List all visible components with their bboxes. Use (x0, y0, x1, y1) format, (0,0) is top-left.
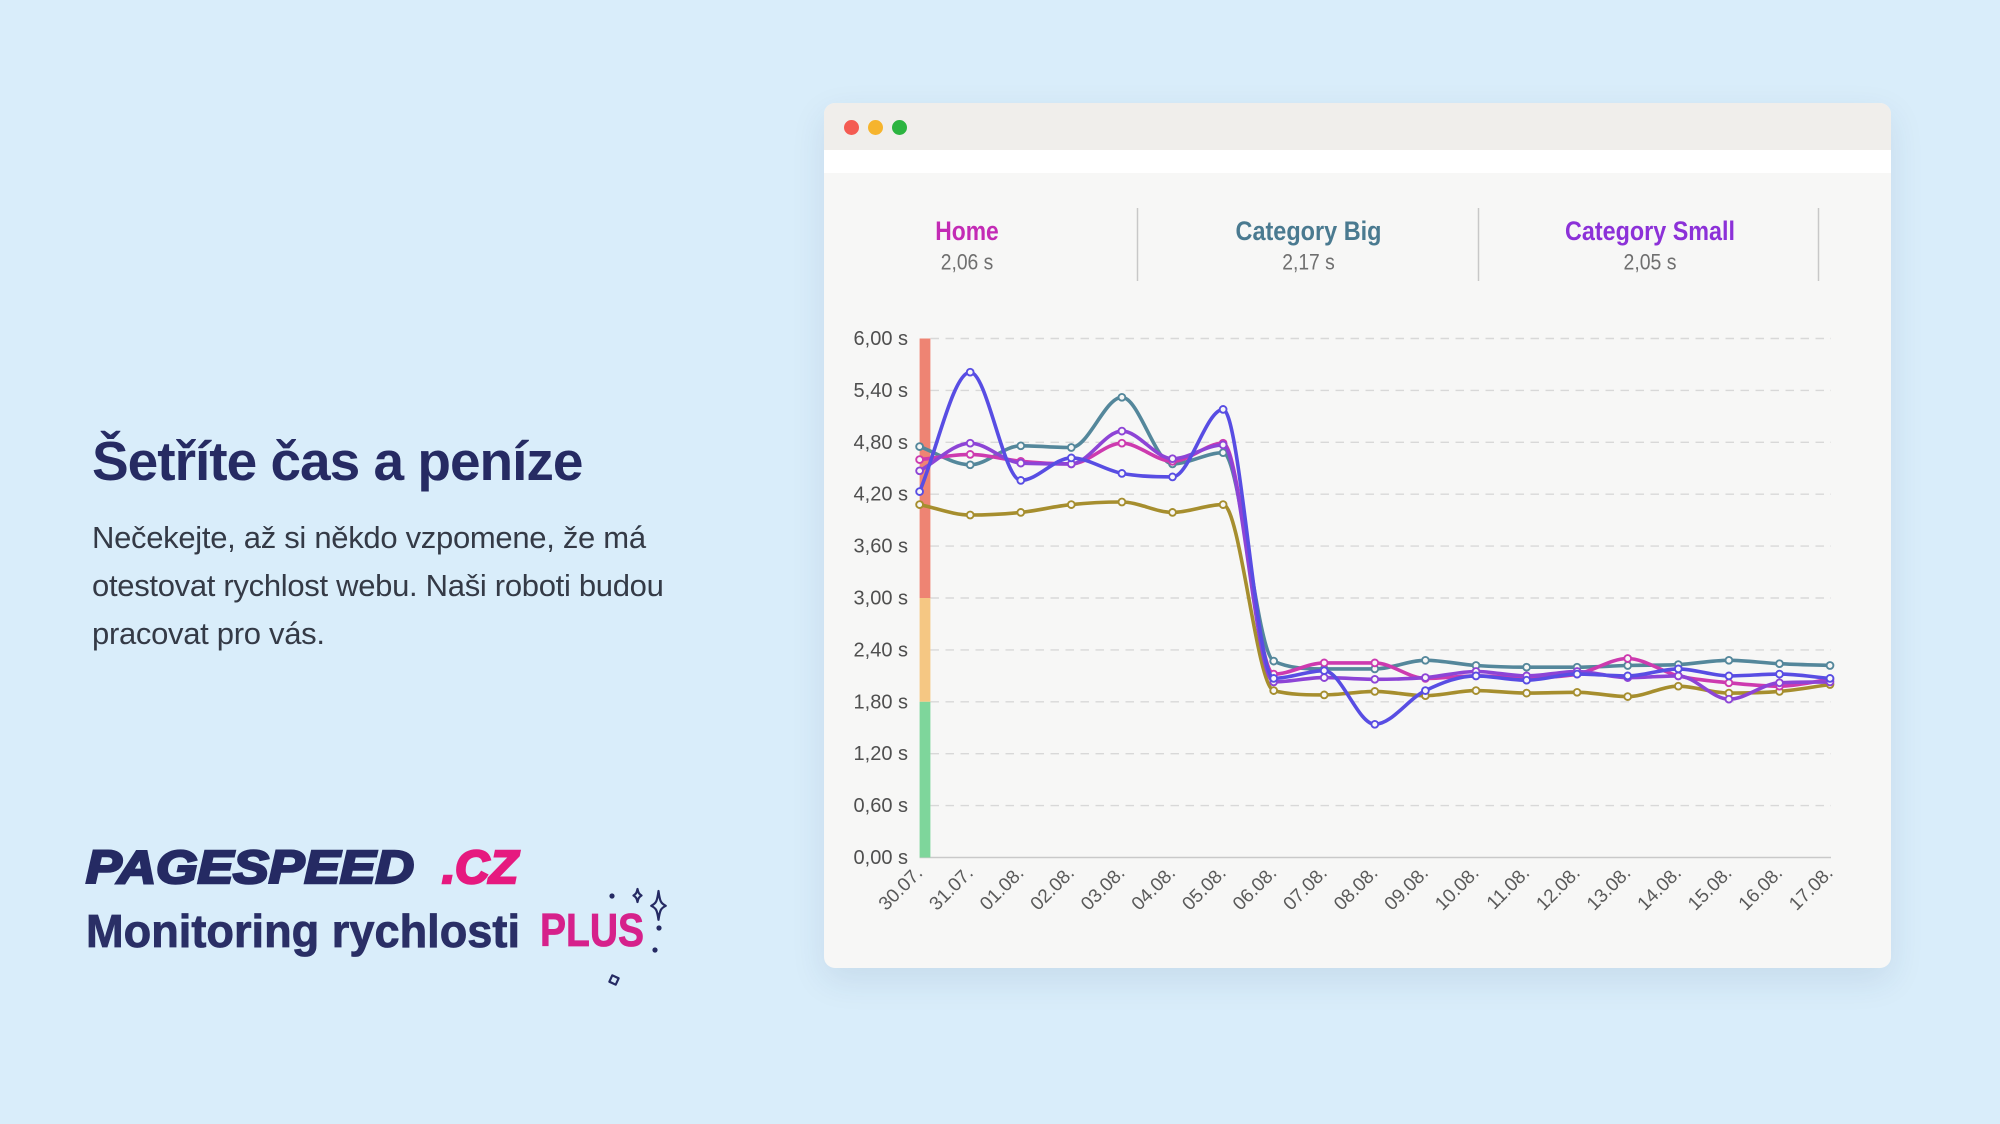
svg-text:03.08.: 03.08. (1077, 863, 1129, 915)
svg-text:PAGESPEED: PAGESPEED (86, 841, 414, 893)
svg-text:.CZ: .CZ (442, 841, 520, 893)
svg-text:0,60 s: 0,60 s (854, 795, 908, 817)
svg-text:04.08.: 04.08. (1128, 863, 1180, 915)
svg-text:09.08.: 09.08. (1381, 863, 1433, 915)
svg-text:5,40 s: 5,40 s (854, 380, 908, 402)
svg-text:2,06 s: 2,06 s (941, 250, 994, 275)
svg-text:2,05 s: 2,05 s (1624, 250, 1677, 275)
svg-text:4,20 s: 4,20 s (854, 484, 908, 506)
svg-text:08.08.: 08.08. (1330, 863, 1382, 915)
svg-text:06.08.: 06.08. (1229, 863, 1281, 915)
svg-text:PLUS: PLUS (540, 904, 644, 956)
svg-text:Category Big: Category Big (1236, 216, 1382, 246)
svg-text:Category Small: Category Small (1565, 216, 1735, 246)
svg-text:Monitoring rychlosti: Monitoring rychlosti (86, 905, 520, 957)
svg-text:15.08.: 15.08. (1684, 863, 1736, 915)
svg-text:01.08.: 01.08. (976, 863, 1028, 915)
svg-text:16.08.: 16.08. (1735, 863, 1787, 915)
svg-text:Home: Home (935, 216, 999, 246)
svg-text:10.08.: 10.08. (1431, 863, 1483, 915)
svg-text:1,20 s: 1,20 s (854, 743, 908, 765)
svg-text:31.07.: 31.07. (926, 863, 978, 915)
svg-text:14.08.: 14.08. (1634, 863, 1686, 915)
svg-text:2,40 s: 2,40 s (854, 639, 908, 661)
svg-text:17.08.: 17.08. (1785, 863, 1837, 915)
svg-text:4,80 s: 4,80 s (854, 432, 908, 454)
svg-text:11.08.: 11.08. (1483, 863, 1534, 914)
svg-text:0,00 s: 0,00 s (854, 847, 908, 869)
svg-text:3,60 s: 3,60 s (854, 536, 908, 558)
svg-text:05.08.: 05.08. (1178, 863, 1230, 915)
svg-text:30.07.: 30.07. (875, 863, 927, 915)
svg-text:6,00 s: 6,00 s (854, 328, 908, 350)
svg-text:12.08.: 12.08. (1532, 863, 1584, 915)
svg-text:3,00 s: 3,00 s (854, 588, 908, 610)
svg-text:13.08.: 13.08. (1583, 863, 1635, 915)
svg-text:2,17 s: 2,17 s (1282, 250, 1335, 275)
svg-text:02.08.: 02.08. (1027, 863, 1079, 915)
svg-text:07.08.: 07.08. (1280, 863, 1332, 915)
svg-text:1,80 s: 1,80 s (854, 691, 908, 713)
